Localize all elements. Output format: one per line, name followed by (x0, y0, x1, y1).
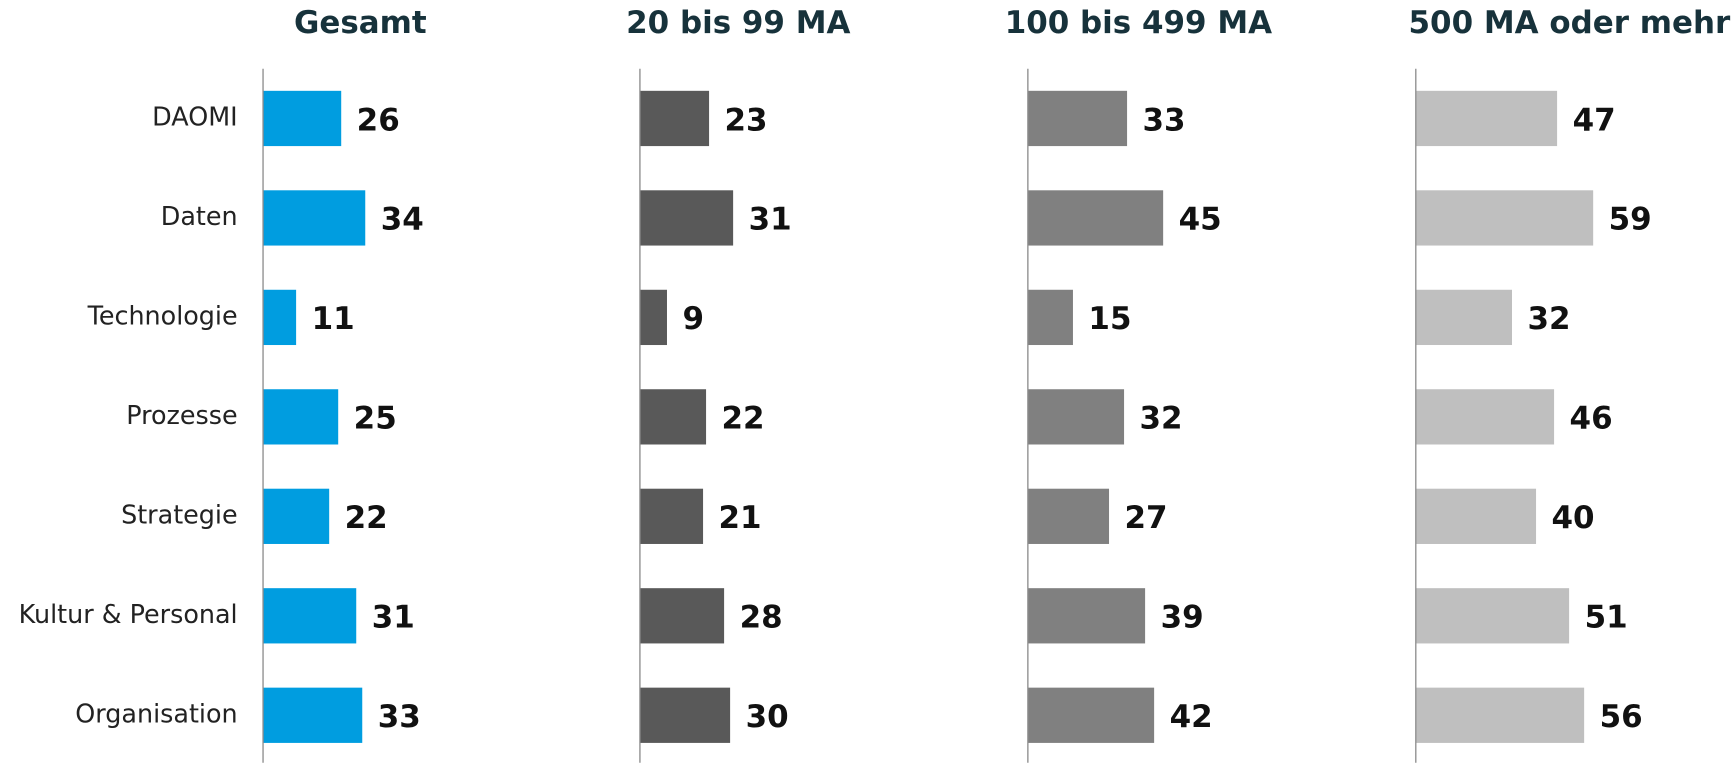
value-label: 42 (1170, 699, 1213, 735)
value-label: 22 (345, 500, 388, 536)
bar (1027, 389, 1125, 445)
category-label: Daten (161, 201, 238, 231)
value-label: 46 (1570, 401, 1613, 437)
panel-title: 500 MA oder mehr (1409, 5, 1732, 41)
bar (1027, 488, 1110, 544)
value-label: 28 (740, 600, 783, 636)
bar (639, 687, 731, 743)
value-label: 32 (1140, 401, 1183, 437)
bar (639, 588, 725, 644)
value-label: 45 (1179, 202, 1222, 238)
panel-title: Gesamt (294, 5, 427, 41)
bar (639, 389, 707, 445)
category-label: Organisation (75, 698, 237, 728)
value-label: 30 (746, 699, 789, 735)
value-label: 11 (312, 301, 355, 337)
value-label: 33 (1143, 102, 1186, 138)
value-label: 26 (357, 102, 400, 138)
category-label: Kultur & Personal (19, 599, 238, 629)
bar (1415, 588, 1570, 644)
panel-title: 100 bis 499 MA (1005, 5, 1272, 41)
value-label: 23 (725, 102, 768, 138)
bar (1027, 90, 1128, 147)
bar (1415, 190, 1594, 246)
bar (639, 488, 704, 544)
bar (639, 190, 734, 246)
bar (263, 588, 357, 644)
value-label: 21 (719, 500, 762, 536)
bar (1415, 90, 1558, 147)
value-label: 59 (1609, 202, 1652, 238)
bar (263, 488, 330, 544)
bar (263, 687, 363, 743)
bar (1415, 289, 1512, 346)
bar (263, 190, 366, 246)
value-label: 34 (381, 202, 424, 238)
value-label: 32 (1527, 301, 1570, 337)
bar (263, 389, 339, 445)
value-label: 40 (1552, 500, 1595, 536)
bar (1415, 687, 1585, 743)
value-label: 25 (354, 401, 397, 437)
category-label: DAOMI (152, 101, 237, 131)
value-label: 51 (1585, 600, 1628, 636)
bar (639, 90, 710, 147)
bar (639, 289, 667, 346)
value-label: 9 (682, 301, 704, 337)
value-label: 31 (372, 600, 415, 636)
value-label: 22 (722, 401, 765, 437)
bar (1027, 687, 1155, 743)
category-label: Technologie (87, 300, 238, 330)
bar (1027, 190, 1164, 246)
value-label: 47 (1573, 102, 1616, 138)
bar (1415, 488, 1537, 544)
panel-title: 20 bis 99 MA (626, 5, 850, 41)
category-label: Prozesse (126, 400, 237, 430)
bar (1027, 289, 1073, 346)
bar (1027, 588, 1146, 644)
value-label: 31 (749, 202, 792, 238)
value-label: 39 (1161, 600, 1204, 636)
bar (1415, 389, 1555, 445)
value-label: 27 (1125, 500, 1168, 536)
value-label: 56 (1600, 699, 1643, 735)
value-label: 33 (378, 699, 421, 735)
category-label: Strategie (121, 499, 238, 529)
bar (263, 90, 342, 147)
value-label: 15 (1088, 301, 1131, 337)
bar (263, 289, 297, 346)
